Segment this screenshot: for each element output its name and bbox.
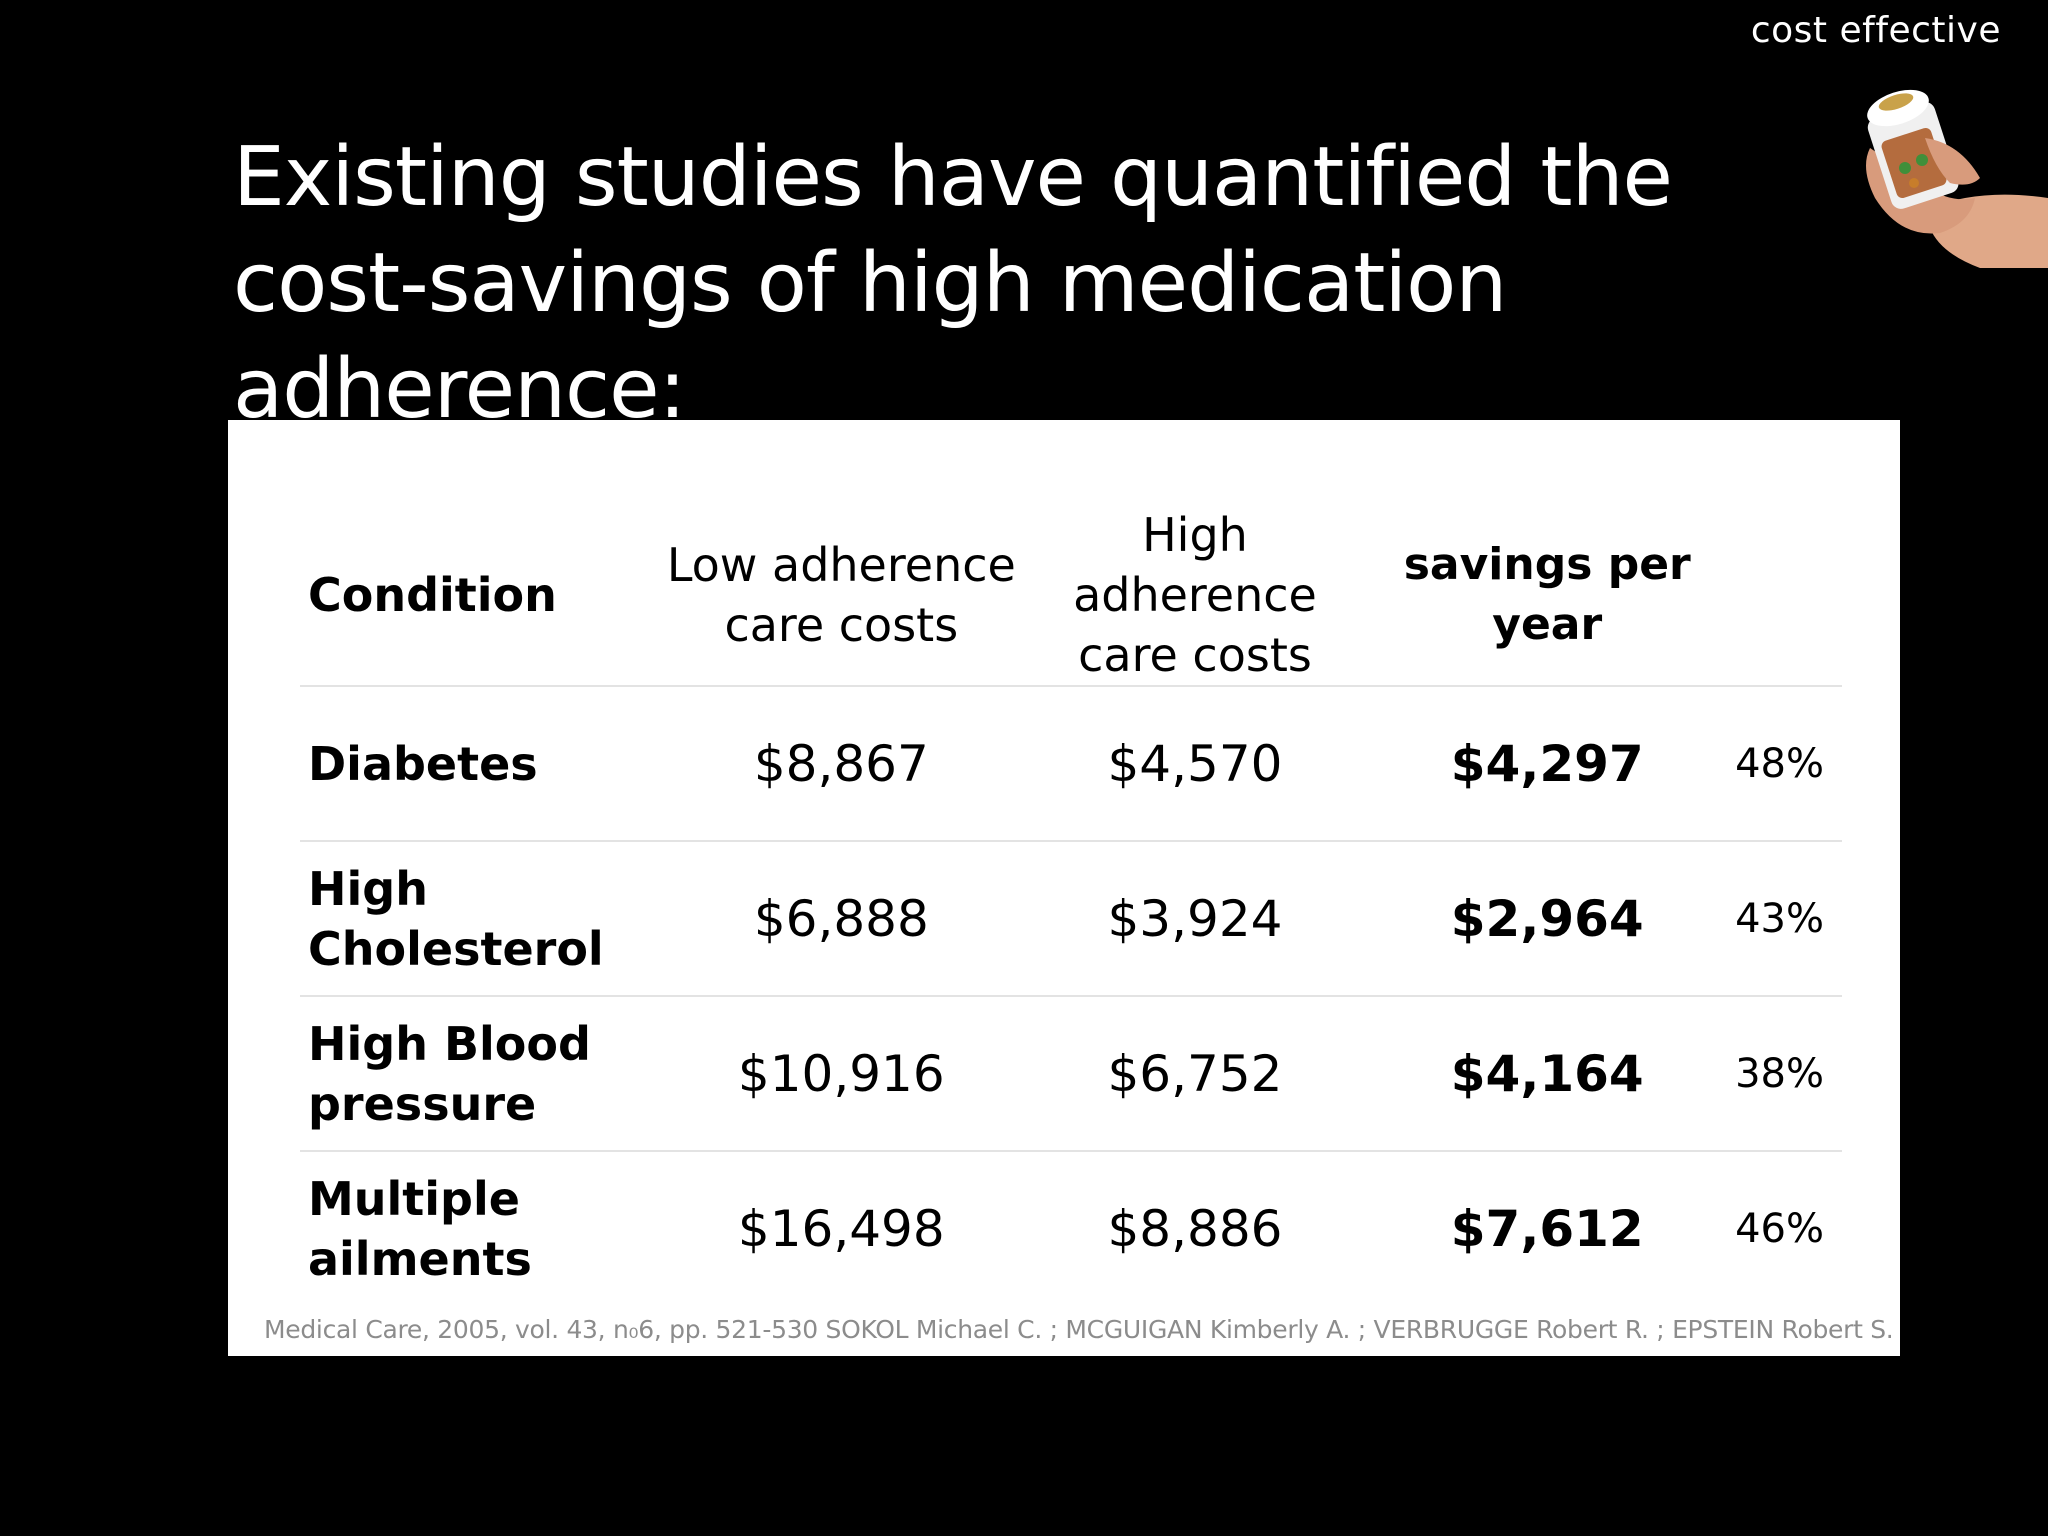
table-row: High Blood pressure $10,916 $6,752 $4,16… xyxy=(300,996,1842,1151)
cell-savings: $2,964 xyxy=(1450,889,1644,948)
cell-high-cost: $6,752 xyxy=(1107,1044,1283,1103)
table-header-row: Condition Low adherence care costs High … xyxy=(300,505,1842,686)
cell-percent: 48% xyxy=(1735,740,1824,787)
page-title: Existing studies have quantified the cos… xyxy=(233,130,1673,437)
cell-condition: High Cholesterol xyxy=(308,861,604,976)
cell-savings: $4,164 xyxy=(1450,1044,1644,1103)
cell-percent: 43% xyxy=(1735,895,1824,942)
cell-low-cost: $16,498 xyxy=(737,1200,945,1258)
cell-condition: High Blood pressure xyxy=(308,1016,591,1131)
header-low-adherence: Low adherence care costs xyxy=(666,538,1016,652)
cell-high-cost: $3,924 xyxy=(1107,889,1283,948)
cell-low-cost: $6,888 xyxy=(753,889,929,948)
cell-savings: $7,612 xyxy=(1450,1200,1644,1258)
cell-high-cost: $8,886 xyxy=(1107,1200,1283,1258)
cell-savings: $4,297 xyxy=(1450,734,1644,793)
cost-savings-table: Condition Low adherence care costs High … xyxy=(300,505,1842,1306)
cell-percent: 46% xyxy=(1735,1206,1824,1252)
cell-percent: 38% xyxy=(1735,1050,1824,1097)
cell-condition: Diabetes xyxy=(308,736,538,791)
header-percent xyxy=(1723,505,1842,686)
table-row: Diabetes $8,867 $4,570 $4,297 48% xyxy=(300,686,1842,841)
header-savings: savings per year xyxy=(1403,539,1691,650)
table-card: Condition Low adherence care costs High … xyxy=(228,420,1900,1356)
cell-low-cost: $8,867 xyxy=(753,734,929,793)
citation: Medical Care, 2005, vol. 43, n₀6, pp. 52… xyxy=(264,1315,1894,1344)
table-row: High Cholesterol $6,888 $3,924 $2,964 43… xyxy=(300,841,1842,996)
cell-condition: Multiple ailments xyxy=(308,1172,532,1286)
header-high-adherence: High adherence care costs xyxy=(1073,508,1317,682)
hand-holding-pill-bottle-icon xyxy=(1866,89,2048,268)
cell-high-cost: $4,570 xyxy=(1107,734,1283,793)
cell-low-cost: $10,916 xyxy=(737,1044,945,1103)
corner-label: cost effective xyxy=(1750,10,2001,51)
table-row: Multiple ailments $16,498 $8,886 $7,612 … xyxy=(300,1151,1842,1306)
header-condition: Condition xyxy=(308,568,557,622)
